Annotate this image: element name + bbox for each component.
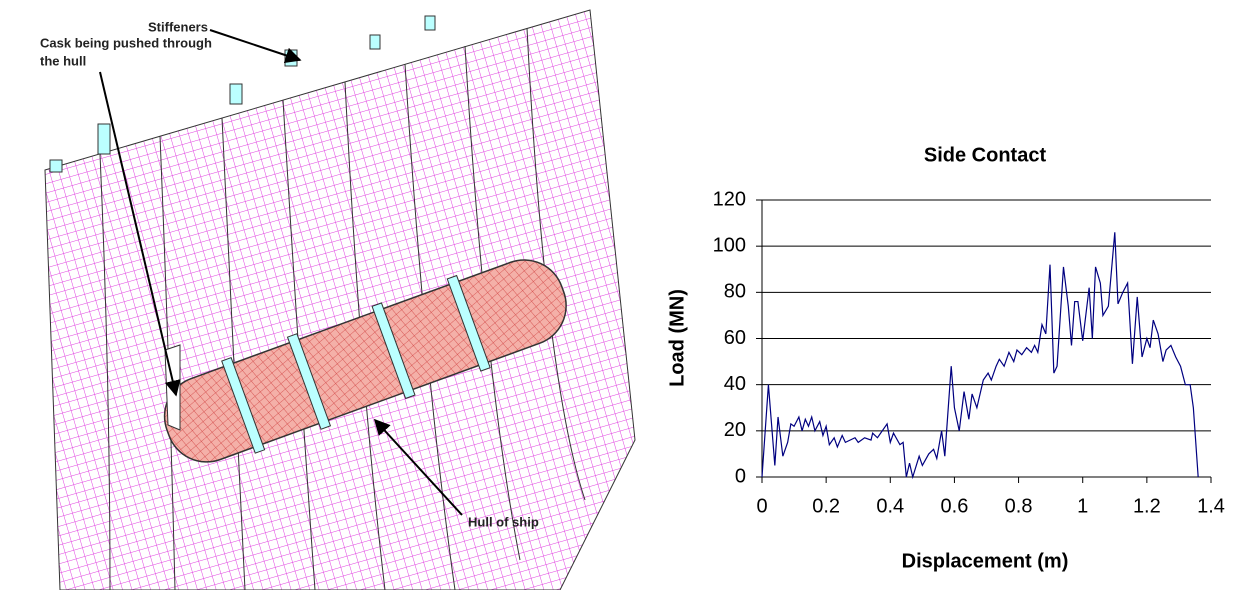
x-tick-label: 0.4: [876, 495, 904, 517]
x-tick-label: 0: [756, 495, 767, 517]
annotation: Cask being pushed through: [40, 35, 212, 50]
annotation: the hull: [40, 53, 86, 68]
data-line: [761, 232, 1199, 480]
chart: Side Contact Displacement (m) Load (MN) …: [666, 144, 1225, 572]
x-tick-label: 1.4: [1197, 495, 1225, 517]
y-tick-label: 60: [724, 327, 746, 349]
hull-illustration: Stiffeners Cask being pushed through the…: [40, 9, 636, 590]
x-tick-label: 0.2: [812, 495, 840, 517]
y-axis-label: Load (MN): [666, 289, 688, 387]
y-tick-label: 100: [713, 234, 746, 256]
y-tick-label: 120: [713, 188, 746, 210]
x-axis-label: Displacement (m): [902, 550, 1069, 572]
cask: [163, 259, 567, 463]
x-tick-label: 1.2: [1133, 495, 1161, 517]
x-tick-label: 0.6: [941, 495, 969, 517]
y-tick-label: 20: [724, 419, 746, 441]
x-tick-label: 1: [1077, 495, 1088, 517]
y-tick-label: 40: [724, 373, 746, 395]
y-tick-label: 80: [724, 281, 746, 303]
annotation: Hull of ship: [468, 514, 539, 529]
annotation: Stiffeners: [148, 19, 208, 34]
x-tick-label: 0.8: [1005, 495, 1033, 517]
chart-title: Side Contact: [924, 144, 1047, 166]
y-tick-label: 0: [735, 465, 746, 487]
